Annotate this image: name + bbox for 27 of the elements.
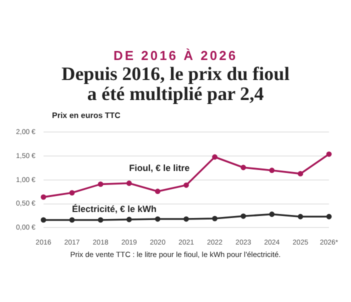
chart-subtitle: DE 2016 À 2026 xyxy=(112,48,239,63)
point xyxy=(269,168,275,174)
point xyxy=(298,214,304,220)
point xyxy=(154,188,160,194)
y-axis-title: Prix en euros TTC xyxy=(52,111,122,120)
point xyxy=(40,217,46,223)
point xyxy=(154,216,160,222)
point xyxy=(326,151,332,157)
point xyxy=(212,216,218,222)
point xyxy=(69,217,75,223)
point xyxy=(184,182,189,188)
point xyxy=(98,181,104,187)
point xyxy=(126,216,132,222)
series-label: Électricité, € le kWh xyxy=(72,204,157,214)
point xyxy=(98,217,104,223)
point xyxy=(126,180,132,186)
point xyxy=(212,154,218,160)
point xyxy=(326,214,332,220)
point xyxy=(40,194,46,200)
chart-title: Depuis 2016, le prix du fioul a été multiplié par 2,4 xyxy=(60,64,291,105)
point xyxy=(240,164,246,170)
point xyxy=(184,216,189,222)
point xyxy=(269,212,275,217)
point xyxy=(298,171,304,176)
point xyxy=(69,190,75,196)
series-label: Fioul, € le litre xyxy=(129,163,190,174)
point xyxy=(240,213,246,219)
